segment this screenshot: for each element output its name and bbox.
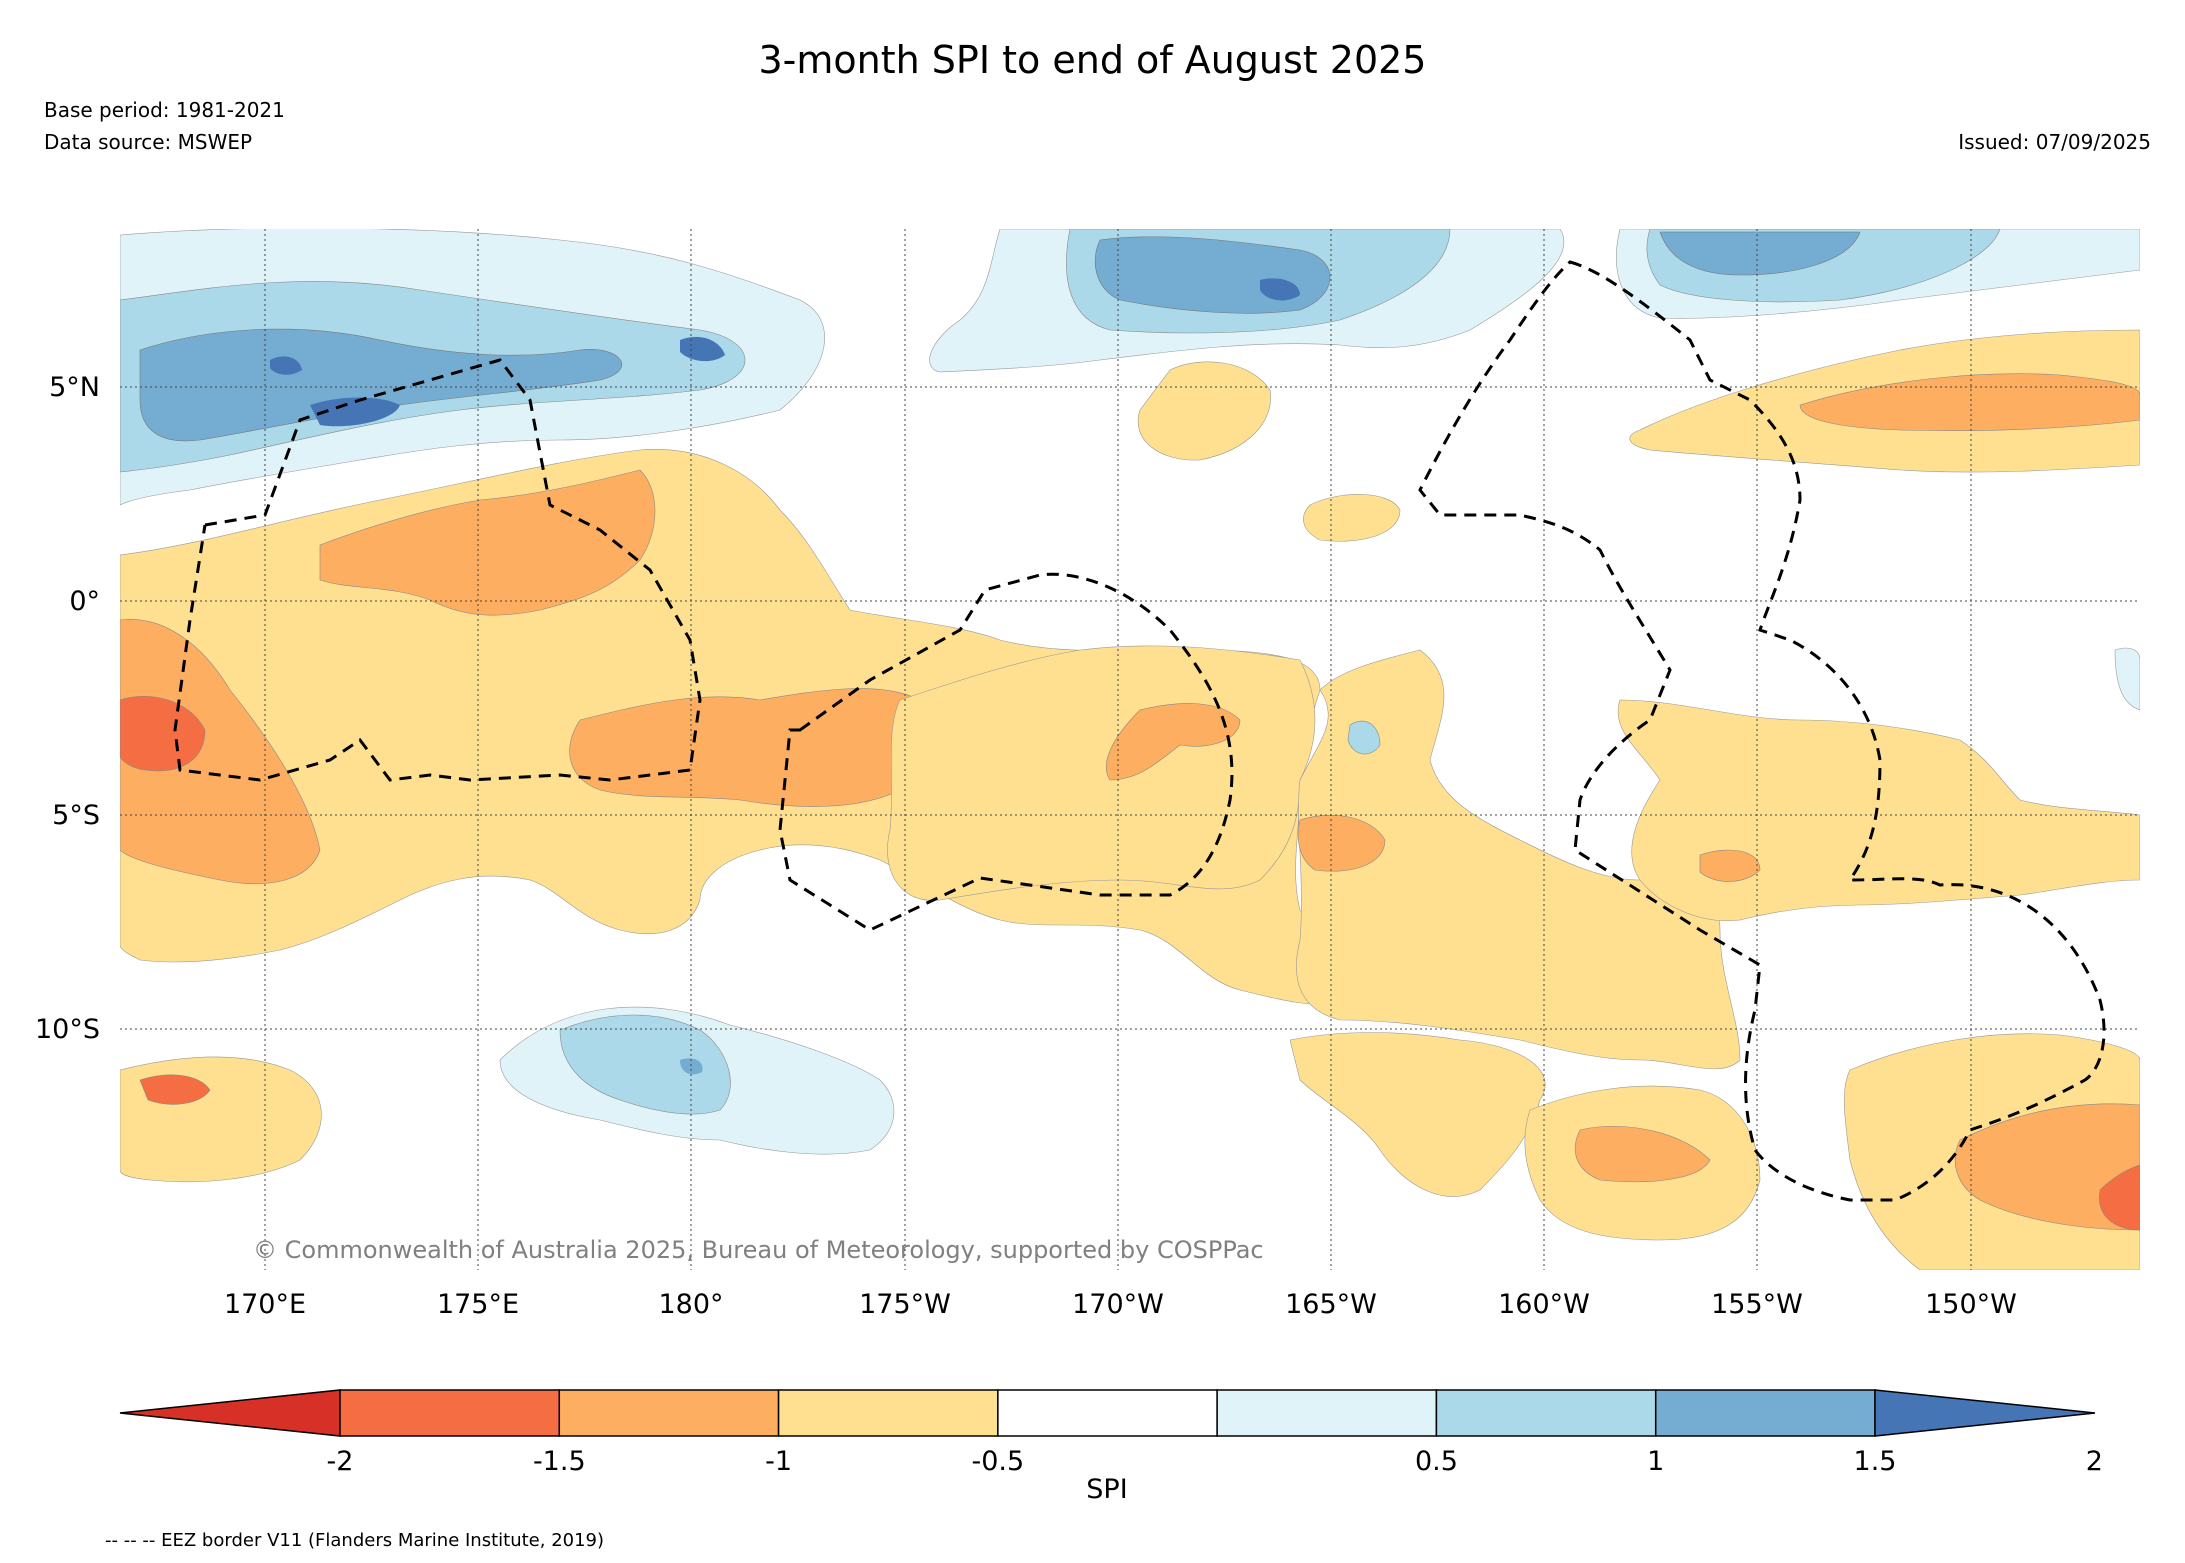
colorbar-segment — [1216, 1389, 1438, 1437]
dry-patch-east-core — [1699, 849, 1761, 882]
copyright-notice: © Commonwealth of Australia 2025, Bureau… — [253, 1236, 1264, 1264]
dry-region-east-central — [1296, 649, 1741, 1070]
colorbar-tick-label: -1 — [765, 1446, 792, 1477]
wet-core-4 — [1260, 278, 1300, 301]
wet-region-south-centre-wet — [680, 1058, 703, 1075]
lon-label-175e: 175°E — [437, 1289, 519, 1320]
dry-region-centre — [887, 645, 1316, 901]
colorbar-tick-label: -0.5 — [972, 1446, 1025, 1477]
wet-spot-east-1 — [1347, 720, 1381, 755]
lon-label-170e: 170°E — [224, 1289, 306, 1320]
lat-label-5s: 5°S — [52, 800, 100, 831]
wet-spot-east-2 — [2114, 647, 2140, 711]
wet-band-north-east-wet — [1659, 231, 1861, 276]
colorbar-extend-low — [119, 1389, 341, 1437]
dry-region-south-centre — [1289, 1032, 1546, 1197]
eez-line-islands — [1418, 260, 2106, 1202]
eez-tokelau-phoenix — [778, 572, 1234, 932]
dry-band-north-east-core — [1799, 373, 2140, 431]
colorbar-extend-high — [1874, 1389, 2096, 1437]
dry-region-centre-core — [1106, 703, 1241, 781]
lon-label-165w: 165°W — [1285, 1289, 1377, 1320]
colorbar-segment — [1654, 1389, 1876, 1437]
eez-borders — [173, 260, 2106, 1202]
lat-label-0: 0° — [69, 586, 100, 617]
spi-field — [120, 229, 2140, 1270]
colorbar-tick-label: 2 — [2086, 1446, 2103, 1477]
lon-label-160w: 160°W — [1498, 1289, 1590, 1320]
dry-region-south-east-core — [1574, 1125, 1711, 1183]
dry-core-far-west — [120, 695, 206, 772]
lon-label-150w: 150°W — [1925, 1289, 2017, 1320]
lat-label-5n: 5°N — [49, 372, 100, 403]
lon-label-180: 180° — [658, 1289, 723, 1320]
wet-core-1 — [310, 397, 400, 427]
colorbar-segment — [997, 1389, 1218, 1437]
lon-label-170w: 170°W — [1072, 1289, 1164, 1320]
colorbar-tick-label: -1.5 — [533, 1446, 586, 1477]
colorbar-tick-label: 1 — [1647, 1446, 1664, 1477]
colorbar-title: SPI — [1086, 1474, 1127, 1505]
colorbar-segment — [558, 1389, 780, 1437]
dry-region-far-south-east-core — [1954, 1103, 2140, 1231]
colorbar-tick-label: -2 — [327, 1446, 354, 1477]
colorbar-tick-label: 1.5 — [1854, 1446, 1897, 1477]
dry-core-far-south-east — [2099, 1164, 2140, 1231]
colorbar-segment — [777, 1389, 999, 1437]
map-title: 3-month SPI to end of August 2025 — [758, 38, 1427, 82]
lat-label-10s: 10°S — [35, 1014, 100, 1045]
eez-footnote: -- -- -- EEZ border V11 (Flanders Marine… — [105, 1530, 605, 1551]
graticule — [120, 229, 2140, 1270]
issued-date: Issued: 07/09/2025 — [1958, 130, 2151, 154]
wet-band-north-west-wet — [139, 328, 623, 442]
colorbar-segment — [1435, 1389, 1657, 1437]
dry-patch-2 — [1303, 494, 1401, 542]
wet-core-3 — [270, 356, 302, 375]
dry-region-south-west — [120, 1056, 322, 1183]
wet-region-south-centre-moist — [559, 1014, 731, 1115]
dry-patch-1 — [1137, 361, 1271, 461]
base-period-note: Base period: 1981-2021 — [44, 98, 285, 122]
dry-region-south-west-core — [139, 1074, 211, 1105]
data-source-note: Data source: MSWEP — [44, 130, 253, 154]
eez-kiribati-gilbert — [173, 358, 702, 782]
lon-label-175w: 175°W — [859, 1289, 951, 1320]
dry-region-far-west — [120, 619, 321, 885]
colorbar-segment — [339, 1389, 561, 1437]
lon-label-155w: 155°W — [1711, 1289, 1803, 1320]
spi-colorbar: -2 -1.5 -1 -0.5 0.5 1 1.5 2 — [119, 1389, 2103, 1477]
colorbar-tick-label: 0.5 — [1415, 1446, 1458, 1477]
dry-region-east-central-core — [1297, 814, 1386, 872]
